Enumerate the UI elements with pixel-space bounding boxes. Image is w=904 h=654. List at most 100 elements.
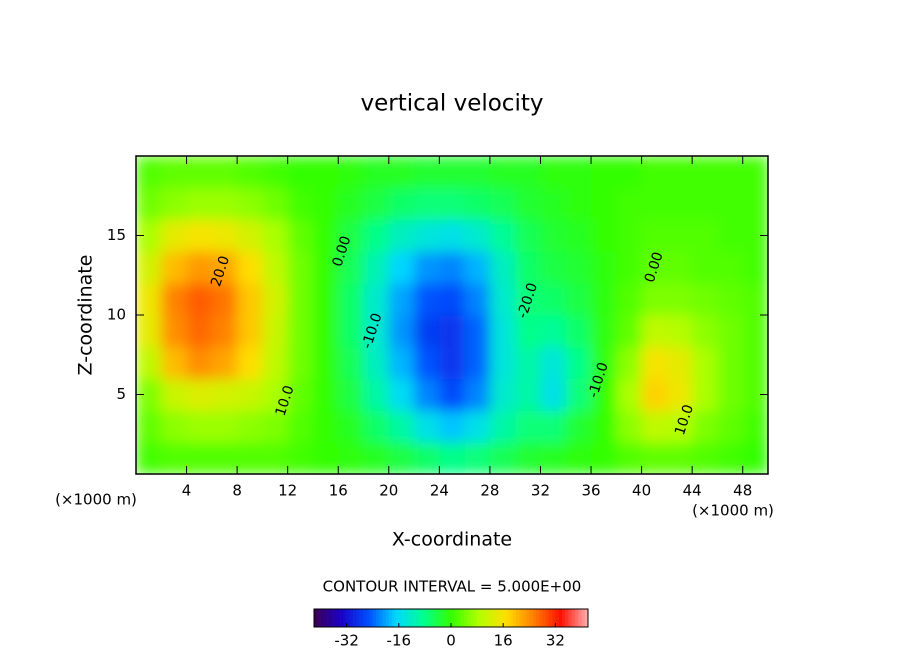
y-units: (×1000 m) xyxy=(55,491,137,509)
field-cell xyxy=(489,219,516,252)
field-cell xyxy=(489,378,516,411)
field-cell xyxy=(666,187,693,221)
field-cell xyxy=(338,187,365,221)
field-cell xyxy=(616,410,643,443)
field-cell xyxy=(262,378,289,411)
x-units: (×1000 m) xyxy=(692,502,774,520)
field-cell xyxy=(388,346,415,380)
colorbar-swatch xyxy=(327,609,331,627)
colorbar-swatch xyxy=(486,609,491,627)
field-cell xyxy=(641,410,668,443)
field-cell xyxy=(641,346,668,380)
colorbar-swatch xyxy=(499,609,504,627)
field-cell xyxy=(591,251,617,284)
field-cell xyxy=(565,187,592,221)
colorbar-swatch xyxy=(539,609,543,627)
field-cell xyxy=(136,442,162,474)
colorbar-swatch xyxy=(353,609,357,627)
field-cell xyxy=(717,251,744,284)
field-cell xyxy=(414,346,440,380)
field-cell xyxy=(464,156,491,189)
colorbar-swatch xyxy=(366,609,370,627)
colorbar-swatch xyxy=(356,609,360,627)
field-cell xyxy=(439,251,466,284)
field-cell xyxy=(211,219,238,252)
field-cell xyxy=(666,156,693,189)
colorbar-swatch xyxy=(323,609,328,627)
field-cell xyxy=(287,187,314,221)
colorbar-swatch xyxy=(385,609,390,627)
field-cell xyxy=(388,187,415,221)
x-tick-label: 28 xyxy=(480,482,499,500)
field-cell xyxy=(287,219,314,252)
field-cell xyxy=(136,315,162,348)
colorbar-swatch xyxy=(578,609,582,627)
field-cell xyxy=(237,410,263,443)
field-cell xyxy=(136,251,162,284)
field xyxy=(136,156,768,474)
field-cell xyxy=(489,283,516,316)
field-cell xyxy=(414,378,440,411)
colorbar-swatch xyxy=(333,609,338,627)
colorbar-swatch xyxy=(522,609,527,627)
field-cell xyxy=(312,346,339,380)
field-cell xyxy=(237,346,263,380)
field-cell xyxy=(414,442,440,474)
colorbar-swatch xyxy=(349,609,354,627)
field-cell xyxy=(287,156,314,189)
field-cell xyxy=(515,283,541,316)
x-tick-label: 4 xyxy=(182,482,192,500)
field-cell xyxy=(540,156,567,189)
field-cell xyxy=(211,442,238,474)
field-cell xyxy=(742,410,768,443)
field-cell xyxy=(262,442,289,474)
field-cell xyxy=(237,283,263,316)
field-cell xyxy=(136,346,162,380)
field-cell xyxy=(161,442,188,474)
field-cell xyxy=(237,187,263,221)
field-cell xyxy=(262,156,289,189)
field-cell xyxy=(388,283,415,316)
field-cell xyxy=(161,410,188,443)
field-cell xyxy=(287,315,314,348)
colorbar-swatch xyxy=(441,609,445,627)
field-cell xyxy=(388,315,415,348)
field-cell xyxy=(312,283,339,316)
field-cell xyxy=(237,315,263,348)
x-axis-label: X-coordinate xyxy=(392,529,512,551)
colorbar-swatch xyxy=(340,609,344,627)
field-cell xyxy=(287,410,314,443)
field-cell xyxy=(161,251,188,284)
field-cell xyxy=(186,251,213,284)
field-cell xyxy=(363,187,390,221)
field-cell xyxy=(388,156,415,189)
colorbar-swatch xyxy=(408,609,413,627)
field-cell xyxy=(161,283,188,316)
field-cell xyxy=(717,156,744,189)
colorbar-swatch xyxy=(444,609,449,627)
field-cell xyxy=(211,315,238,348)
field-cell xyxy=(262,410,289,443)
colorbar-swatch xyxy=(519,609,524,627)
field-cell xyxy=(312,219,339,252)
field-cell xyxy=(717,378,744,411)
field-cell xyxy=(414,219,440,252)
field-cell xyxy=(666,346,693,380)
field-cell xyxy=(717,187,744,221)
field-cell xyxy=(388,219,415,252)
field-cell xyxy=(388,410,415,443)
field-cell xyxy=(363,346,390,380)
field-cell xyxy=(692,346,718,380)
field-cell xyxy=(414,156,440,189)
colorbar-swatch xyxy=(405,609,409,627)
colorbar-swatch xyxy=(571,609,576,627)
x-tick-label: 8 xyxy=(232,482,242,500)
colorbar-tick-label: 0 xyxy=(446,632,456,650)
colorbar-swatch xyxy=(552,609,556,627)
field-cell xyxy=(237,378,263,411)
field-cell xyxy=(338,219,365,252)
colorbar-tick-label: -32 xyxy=(334,632,359,650)
field-cell xyxy=(338,283,365,316)
field-cell xyxy=(616,442,643,474)
field-cell xyxy=(211,346,238,380)
